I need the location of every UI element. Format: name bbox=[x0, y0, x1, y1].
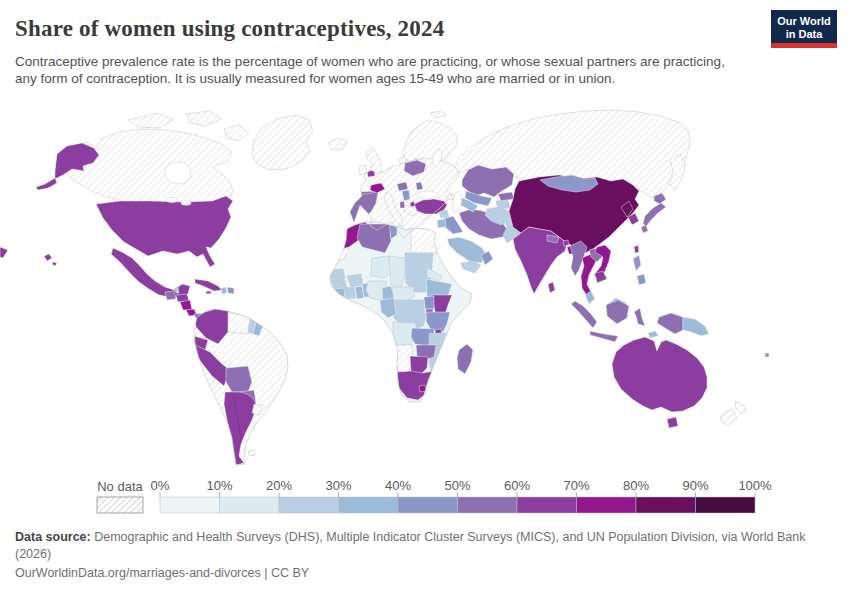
legend-tick-label-5: 50% bbox=[444, 478, 470, 493]
country-iceland[interactable] bbox=[328, 138, 347, 150]
legend-tick-label-0: 0% bbox=[151, 478, 170, 493]
country-canada[interactable] bbox=[224, 125, 249, 141]
data-source-text: Demographic and Health Surveys (DHS), Mu… bbox=[15, 530, 805, 561]
country-canada[interactable] bbox=[128, 113, 174, 128]
country-new-zealand[interactable] bbox=[735, 401, 747, 414]
legend-tick-label-9: 90% bbox=[682, 478, 708, 493]
legend-tick-label-7: 70% bbox=[563, 478, 589, 493]
country-belize[interactable] bbox=[175, 287, 179, 293]
country-united-states[interactable] bbox=[44, 254, 52, 261]
country-uruguay[interactable] bbox=[252, 404, 262, 415]
legend-bin-7[interactable] bbox=[577, 497, 637, 513]
country-greenland[interactable] bbox=[252, 115, 313, 170]
country-chad[interactable] bbox=[389, 256, 405, 288]
country-indonesia[interactable] bbox=[634, 308, 645, 326]
country-fiji[interactable] bbox=[765, 353, 769, 357]
legend-tick-label-3: 30% bbox=[325, 478, 351, 493]
legend-bin-1[interactable] bbox=[220, 497, 280, 513]
country-philippines[interactable] bbox=[637, 274, 646, 285]
legend-tick-label-4: 40% bbox=[385, 478, 411, 493]
country-united-states[interactable] bbox=[36, 178, 57, 190]
country-falkland-islands[interactable] bbox=[248, 450, 255, 456]
country-taiwan[interactable] bbox=[634, 245, 639, 253]
country-guatemala[interactable] bbox=[165, 291, 176, 300]
legend-bin-9[interactable] bbox=[696, 497, 756, 513]
legend-bin-5[interactable] bbox=[458, 497, 518, 513]
country-niger[interactable] bbox=[371, 256, 392, 278]
legend-bin-8[interactable] bbox=[636, 497, 696, 513]
country-timor-leste[interactable] bbox=[648, 331, 658, 338]
country-sri-lanka[interactable] bbox=[548, 282, 555, 293]
black-sea bbox=[417, 191, 439, 199]
data-source-label: Data source: bbox=[15, 530, 91, 544]
country-japan[interactable] bbox=[641, 225, 648, 233]
caspian-sea bbox=[450, 190, 463, 213]
world-map: No data 0% 10% 20% 30% 40% 50% 60% 70% 80% 90% 100% bbox=[0, 0, 850, 600]
data-source-line: Data source: Demographic and Health Surv… bbox=[15, 529, 843, 562]
legend-bin-2[interactable] bbox=[279, 497, 339, 513]
country-uganda[interactable] bbox=[424, 296, 434, 309]
legend-tick-label-2: 20% bbox=[266, 478, 292, 493]
country-albania[interactable] bbox=[400, 201, 405, 208]
cc-link-line[interactable]: OurWorldinData.org/marriages-and-divorce… bbox=[15, 566, 309, 580]
country-saudi-arabia[interactable] bbox=[447, 237, 487, 263]
country-haiti[interactable] bbox=[221, 287, 227, 294]
country-philippines[interactable] bbox=[633, 255, 641, 271]
country-bhutan[interactable] bbox=[563, 240, 569, 246]
country-madagascar[interactable] bbox=[457, 344, 473, 374]
country-bolivia[interactable] bbox=[226, 366, 252, 392]
country-jamaica[interactable] bbox=[206, 291, 211, 294]
legend-no-data-swatch[interactable] bbox=[97, 497, 143, 513]
country-papua-new-guinea[interactable] bbox=[683, 317, 709, 336]
country-c-te-d-ivoire[interactable] bbox=[344, 287, 356, 299]
country-cambodia[interactable] bbox=[595, 271, 607, 283]
country-indonesia[interactable] bbox=[571, 301, 597, 328]
country-norway[interactable] bbox=[430, 111, 446, 118]
legend-tick-label-6: 60% bbox=[504, 478, 530, 493]
country-hungary[interactable] bbox=[397, 182, 408, 191]
legend-tick-label-8: 80% bbox=[623, 478, 649, 493]
country-namibia[interactable] bbox=[394, 345, 412, 374]
legend-bin-4[interactable] bbox=[398, 497, 458, 513]
country-australia[interactable] bbox=[667, 417, 678, 428]
great-lake-1 bbox=[166, 197, 178, 202]
country-nicaragua[interactable] bbox=[180, 300, 192, 310]
country-united-states[interactable] bbox=[52, 262, 57, 266]
country-japan[interactable] bbox=[643, 203, 666, 227]
country-canada[interactable] bbox=[62, 129, 233, 209]
legend-bin-3[interactable] bbox=[339, 497, 399, 513]
legend-no-data-label: No data bbox=[97, 479, 143, 494]
legend-bin-0[interactable] bbox=[160, 497, 220, 513]
country-dominican-republic[interactable] bbox=[227, 287, 234, 294]
country-cuba[interactable] bbox=[195, 279, 222, 291]
legend-tick-label-1: 10% bbox=[206, 478, 232, 493]
great-lake-2 bbox=[181, 201, 191, 205]
country-indonesia[interactable] bbox=[590, 331, 618, 342]
country-canada[interactable] bbox=[186, 111, 221, 126]
country-australia[interactable] bbox=[612, 337, 707, 412]
country-kyrgyzstan[interactable] bbox=[498, 192, 514, 201]
legend-bin-6[interactable] bbox=[517, 497, 577, 513]
country-jordan[interactable] bbox=[437, 219, 446, 228]
legend-tick-label-10: 100% bbox=[738, 478, 772, 493]
country-new-zealand[interactable] bbox=[720, 409, 737, 426]
country-portugal[interactable] bbox=[330, 195, 353, 222]
country-indonesia[interactable] bbox=[657, 313, 683, 334]
country-united-states[interactable] bbox=[0, 247, 8, 258]
hudson-bay bbox=[165, 162, 191, 184]
